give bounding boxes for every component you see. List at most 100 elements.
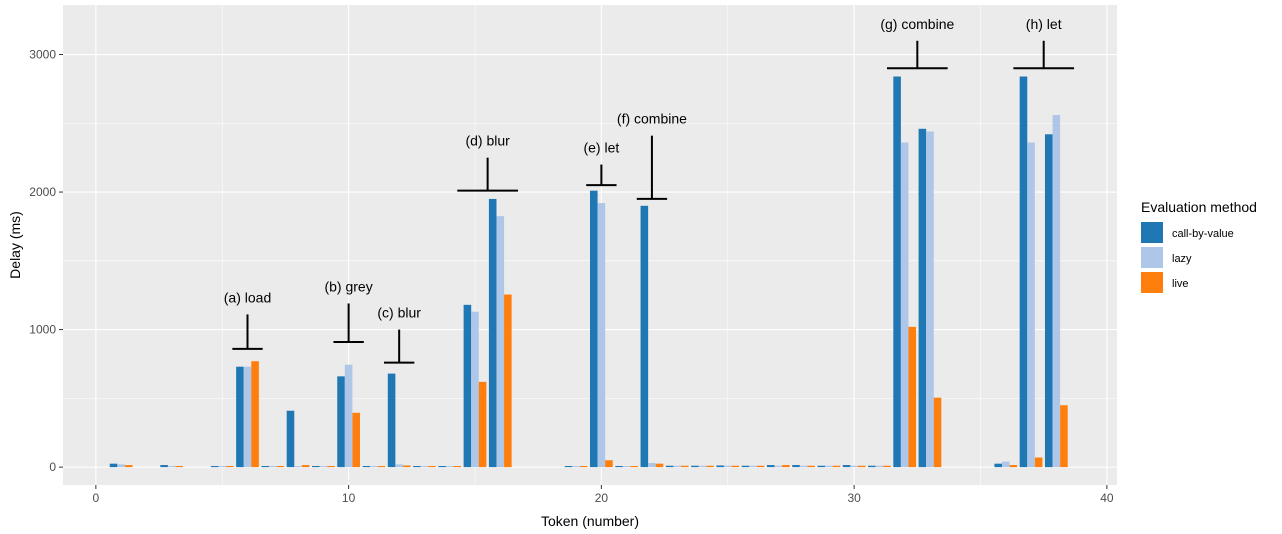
legend-swatch-lazy xyxy=(1141,247,1163,268)
bar-lazy xyxy=(445,466,454,468)
bar-live xyxy=(124,465,133,468)
bar-call-by-value xyxy=(766,465,775,468)
bar-lazy xyxy=(420,466,429,468)
bar-call-by-value xyxy=(868,465,876,468)
bar-call-by-value xyxy=(387,373,396,468)
bar-call-by-value xyxy=(413,466,421,468)
bar-live xyxy=(301,465,310,468)
bar-call-by-value xyxy=(1044,134,1053,468)
bar-lazy xyxy=(294,466,302,468)
bar-lazy xyxy=(749,465,757,468)
bar-lazy xyxy=(572,466,580,468)
bar-call-by-value xyxy=(918,128,927,468)
annotations: (a) load (b) grey (c) blur (d) blur (e) let (… xyxy=(224,16,1075,364)
bar-lazy xyxy=(218,466,227,468)
bar-live xyxy=(630,466,639,468)
bar-lazy xyxy=(268,466,277,468)
annotation: (b) grey xyxy=(324,278,373,343)
bars xyxy=(109,76,1068,468)
bar-live xyxy=(706,465,714,468)
bar-live xyxy=(377,466,386,468)
annotation: (a) load xyxy=(224,289,271,350)
annotation: (e) let xyxy=(583,140,619,187)
x-axis-title: Token (number) xyxy=(541,513,639,529)
bar-lazy xyxy=(622,466,631,468)
y-tick-label: 2000 xyxy=(29,185,56,199)
bar-lazy xyxy=(673,465,681,468)
bar-live xyxy=(1060,405,1068,468)
bar-call-by-value xyxy=(160,465,168,468)
bar-lazy xyxy=(926,131,934,468)
x-tick-label: 0 xyxy=(93,491,100,505)
bar-lazy xyxy=(900,142,909,468)
bar-call-by-value xyxy=(842,465,851,468)
bar-call-by-value xyxy=(337,376,345,468)
bar-lazy xyxy=(597,203,606,468)
bar-call-by-value xyxy=(994,463,1002,468)
bar-call-by-value xyxy=(438,466,446,468)
bar-live xyxy=(175,466,184,468)
bar-live xyxy=(579,466,588,468)
bar-lazy xyxy=(774,465,783,468)
x-tick-label: 40 xyxy=(1100,491,1114,505)
bar-call-by-value xyxy=(590,190,598,468)
annotation: (g) combine xyxy=(880,16,954,70)
bar-lazy xyxy=(471,311,479,468)
bar-call-by-value xyxy=(564,466,573,468)
legend-swatch-live xyxy=(1141,272,1163,293)
bar-live xyxy=(1009,465,1018,468)
bar-live xyxy=(453,466,462,468)
annotation-label: (b) grey xyxy=(324,278,372,294)
y-tick-label: 3000 xyxy=(29,48,56,62)
bar-lazy xyxy=(1027,142,1035,468)
bar-live xyxy=(327,466,335,468)
bar-live xyxy=(807,465,815,468)
bar-call-by-value xyxy=(236,366,244,468)
bar-live xyxy=(428,466,436,468)
annotation: (f) combine xyxy=(617,111,687,200)
bar-live xyxy=(782,465,790,468)
annotation-label: (e) let xyxy=(583,140,619,156)
bar-call-by-value xyxy=(792,465,800,468)
bar-lazy xyxy=(825,465,833,468)
bar-lazy xyxy=(1052,115,1061,468)
bar-live xyxy=(655,463,664,468)
bar-live xyxy=(251,361,259,468)
bar-lazy xyxy=(496,216,505,468)
bar-call-by-value xyxy=(741,465,750,468)
bar-call-by-value xyxy=(463,304,472,468)
axes: 0 10 20 30 40 0 1000 2000 3000 xyxy=(29,48,1114,505)
bar-lazy xyxy=(1001,461,1010,468)
bar-live xyxy=(1034,457,1043,468)
bar-live xyxy=(352,412,360,468)
bar-call-by-value xyxy=(893,76,901,468)
legend-label: lazy xyxy=(1172,253,1192,265)
annotation-label: (d) blur xyxy=(465,133,510,149)
bar-live xyxy=(908,326,917,468)
bar-lazy xyxy=(117,464,125,468)
bar-live xyxy=(857,465,866,468)
legend-swatch-call-by-value xyxy=(1141,222,1163,243)
legend-label: live xyxy=(1172,278,1189,290)
bar-lazy xyxy=(344,364,353,468)
bar-call-by-value xyxy=(1019,76,1028,468)
x-tick-label: 20 xyxy=(595,491,609,505)
annotation-label: (f) combine xyxy=(617,111,687,127)
bar-live xyxy=(933,397,942,468)
legend-title: Evaluation method xyxy=(1141,199,1257,215)
bar-live xyxy=(756,465,765,468)
bar-lazy xyxy=(799,465,808,468)
bar-lazy xyxy=(875,465,884,468)
y-tick-label: 1000 xyxy=(29,323,56,337)
legend-items: call-by-value lazy live xyxy=(1141,222,1234,293)
bar-call-by-value xyxy=(362,466,371,468)
bar-lazy xyxy=(319,466,328,468)
bar-lazy xyxy=(648,462,656,468)
x-tick-label: 30 xyxy=(847,491,861,505)
annotation-label: (g) combine xyxy=(880,16,954,32)
bar-call-by-value xyxy=(261,466,269,468)
bar-live xyxy=(832,465,841,468)
bar-live xyxy=(605,460,613,468)
bar-call-by-value xyxy=(615,466,623,468)
